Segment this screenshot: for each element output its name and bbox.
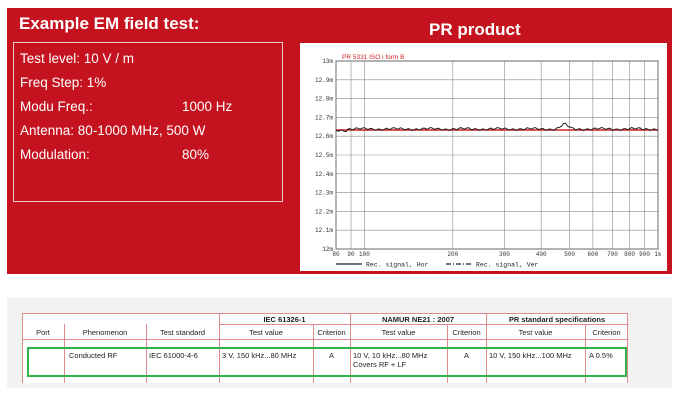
param-value: 1000 Hz xyxy=(182,99,233,114)
col-divider xyxy=(585,324,586,383)
col-divider xyxy=(146,324,147,383)
cell-namur-test-value-note: Covers RF + LF xyxy=(353,360,407,369)
y-tick-label: 12.6m xyxy=(315,133,333,140)
y-tick-label: 12m xyxy=(322,246,333,253)
y-tick-label: 13m xyxy=(322,58,333,65)
y-tick-label: 12.9m xyxy=(315,77,333,84)
column-header-pr-criterion: Criterion xyxy=(592,328,621,337)
cell-phenomenon: Conducted RF xyxy=(69,351,118,360)
slide-panel: Example EM field test: PR product Test l… xyxy=(7,8,672,274)
x-tick-label: 100 xyxy=(359,251,370,258)
cell-pr-criterion: A 0.5% xyxy=(589,351,613,360)
plot-grid xyxy=(335,60,659,250)
cell-namur-test-value: 10 V, 10 kHz...80 MHz xyxy=(353,351,428,360)
param-test-level: Test level: 10 V / m xyxy=(20,51,134,71)
x-tick-labels: 80 90 100 200 300 400 500 600 700 800 900 1k xyxy=(332,251,662,258)
cell-pr-test-value: 10 V, 150 kHz...100 MHz xyxy=(489,351,572,360)
x-tick-label: 400 xyxy=(536,251,547,258)
emc-plot-panel: 13m 12.9m 12.8m 12.7m 12.6m 12.5m 12.4m 12.3m 12… xyxy=(300,43,667,271)
x-tick-label: 600 xyxy=(587,251,598,258)
legend-ver: Rec. signal, Ver xyxy=(476,262,539,269)
col-divider xyxy=(447,324,448,383)
column-header-namur-test-value: Test value xyxy=(381,328,416,337)
test-parameters-box: Test level: 10 V / m Freq Step: 1% Modu … xyxy=(13,42,283,202)
param-modulation: Modulation: 80% xyxy=(20,147,209,167)
x-tick-label: 500 xyxy=(564,251,575,258)
param-label: Test level: 10 V / m xyxy=(20,51,135,66)
column-header-port: Port xyxy=(36,328,50,337)
product-title: PR product xyxy=(429,20,521,39)
column-header-phenomenon: Phenomenon xyxy=(82,328,128,337)
y-tick-label: 12.5m xyxy=(315,152,333,159)
param-modu-freq: Modu Freq.: 1000 Hz xyxy=(20,99,232,119)
y-tick-label: 12.4m xyxy=(315,171,333,178)
y-tick-label: 12.2m xyxy=(315,208,333,215)
x-tick-label: 800 xyxy=(624,251,635,258)
table-border-top xyxy=(22,313,628,314)
col-divider xyxy=(64,324,65,383)
param-label: Antenna: 80-1000 MHz, 500 W xyxy=(20,123,206,138)
plot-header: PR 5331 ISO i form B xyxy=(342,54,405,61)
group-header-pr: PR standard specifications xyxy=(508,315,606,324)
param-value: 80% xyxy=(182,147,210,162)
group-header-namur: NAMUR NE21 : 2007 xyxy=(381,315,455,324)
cell-iec-criterion: A xyxy=(328,351,334,360)
param-label: Modulation: xyxy=(20,147,90,162)
column-header-pr-test-value: Test value xyxy=(518,328,553,337)
col-divider xyxy=(627,313,628,383)
cell-test-standard: IEC 61000-4-6 xyxy=(149,351,198,360)
column-header-iec-test-value: Test value xyxy=(249,328,283,337)
x-tick-label: 900 xyxy=(639,251,650,258)
cell-namur-criterion: A xyxy=(463,351,469,360)
group-header-iec: IEC 61326-1 xyxy=(263,315,306,324)
y-tick-label: 12.1m xyxy=(315,227,333,234)
legend-hor: Rec. signal, Hor xyxy=(366,262,429,269)
y-tick-label: 12.3m xyxy=(315,190,333,197)
cell-iec-test-value: 3 V, 150 kHz...80 MHz xyxy=(222,351,297,360)
y-tick-label: 12.8m xyxy=(315,96,333,103)
group-header-divider xyxy=(219,324,628,325)
slide-title: Example EM field test: xyxy=(19,14,200,33)
col-divider xyxy=(313,324,314,383)
param-freq-step: Freq Step: 1% xyxy=(20,75,106,95)
x-tick-label: 700 xyxy=(607,251,618,258)
standards-table: IEC 61326-1 NAMUR NE21 : 2007 PR standar… xyxy=(22,313,628,383)
x-tick-label: 200 xyxy=(447,251,458,258)
x-tick-label: 90 xyxy=(347,251,355,258)
param-label: Modu Freq.: xyxy=(20,99,93,114)
param-label: Freq Step: 1% xyxy=(20,75,107,90)
column-header-namur-criterion: Criterion xyxy=(452,328,481,337)
column-header-iec-criterion: Criterion xyxy=(317,328,346,337)
x-tick-label: 80 xyxy=(332,251,340,258)
x-tick-label: 1k xyxy=(654,251,662,258)
y-tick-label: 12.7m xyxy=(315,114,333,121)
y-tick-labels: 13m 12.9m 12.8m 12.7m 12.6m 12.5m 12.4m 12.3m 12… xyxy=(315,58,333,253)
param-antenna: Antenna: 80-1000 MHz, 500 W xyxy=(20,123,205,143)
header-divider xyxy=(22,339,628,340)
x-tick-label: 300 xyxy=(499,251,510,258)
emc-plot: 13m 12.9m 12.8m 12.7m 12.6m 12.5m 12.4m 12.3m 12… xyxy=(315,54,662,269)
signal-line xyxy=(335,122,659,133)
column-header-test-standard: Test standard xyxy=(159,328,206,337)
col-divider xyxy=(22,313,23,383)
